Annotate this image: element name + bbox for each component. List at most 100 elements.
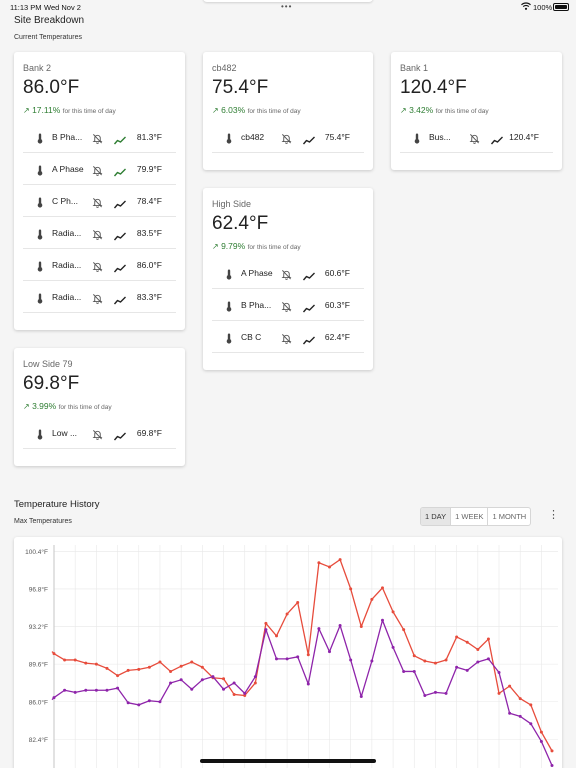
trend-chart-icon[interactable] [302,332,315,350]
data-point [275,657,279,661]
location-card-bank-2[interactable]: Bank 2 86.0°F ↗ 17.11% for this time of … [14,52,185,330]
kebab-menu-icon[interactable]: ⋮ [548,509,559,521]
alert-muted-icon[interactable] [469,131,480,149]
sensor-name: C Ph... [52,196,78,206]
sensor-name: Bus... [429,132,451,142]
data-point [412,654,416,658]
range-1-day-button[interactable]: 1 DAY [421,508,452,525]
data-point [455,635,459,639]
y-tick-label: 82.4°F [29,736,48,744]
alert-muted-icon[interactable] [92,259,103,277]
alert-muted-icon[interactable] [92,163,103,181]
trend-chart-icon[interactable] [302,268,315,286]
y-tick-label: 100.4°F [25,548,48,556]
data-point [444,658,448,662]
data-point [518,714,522,718]
sensor-row[interactable]: cb482 75.4°F [212,121,364,153]
trend-arrow-icon: ↗ [400,106,407,115]
thermometer-icon [37,291,43,309]
data-point [179,664,183,668]
sensor-list: A Phase 60.6°F B Pha... 60.3°F CB C 62.4°F [212,257,364,353]
trend-arrow-icon: ↗ [23,106,30,115]
trend-chart-icon[interactable] [113,428,126,446]
sensor-row[interactable]: Radia... 83.5°F [23,217,176,249]
data-point [391,610,395,614]
sensor-name: Radia... [52,292,82,302]
trend-percent: 17.11% [32,105,61,115]
card-temperature: 75.4°F [212,77,269,98]
temperature-history-title: Temperature History [14,499,100,510]
wifi-icon [521,2,531,12]
data-point [169,669,173,673]
trend-chart-icon[interactable] [113,260,126,278]
sensor-row[interactable]: B Pha... 81.3°F [23,121,176,153]
data-point [317,561,321,565]
data-point [285,612,289,616]
alert-muted-icon[interactable] [281,131,292,149]
alert-muted-icon[interactable] [92,427,103,445]
trend-chart-icon[interactable] [302,300,315,318]
data-point [486,637,490,641]
sensor-row[interactable]: Radia... 86.0°F [23,249,176,281]
range-1-week-button[interactable]: 1 WEEK [451,508,489,525]
data-point [63,658,67,662]
sensor-row[interactable]: Low ... 69.8°F [23,417,176,449]
data-point [412,669,416,673]
sensor-value: 69.8°F [136,428,162,438]
location-card-bank-1[interactable]: Bank 1 120.4°F ↗ 3.42% for this time of … [391,52,562,170]
sensor-row[interactable]: B Pha... 60.3°F [212,289,364,321]
thermometer-icon [37,259,43,277]
data-point [370,659,374,663]
data-point [444,691,448,695]
alert-muted-icon[interactable] [281,267,292,285]
trend-chart-icon[interactable] [302,132,315,150]
alert-muted-icon[interactable] [281,331,292,349]
trend-chart-icon[interactable] [113,292,126,310]
sensor-row[interactable]: A Phase 60.6°F [212,257,364,289]
data-point [126,668,130,672]
data-point [105,688,109,692]
sensor-row[interactable]: A Phase 79.9°F [23,153,176,185]
status-time: 11:13 PM [10,3,42,12]
location-card-low-side-79[interactable]: Low Side 79 69.8°F ↗ 3.99% for this time… [14,348,185,466]
sensor-name: B Pha... [52,132,83,142]
data-point [52,696,56,700]
data-point [380,586,384,590]
sensor-row[interactable]: CB C 62.4°F [212,321,364,353]
data-point [222,687,226,691]
trend-chart-icon[interactable] [490,132,503,150]
y-tick-label: 89.6°F [29,661,48,669]
data-point [232,681,236,685]
sensor-row[interactable]: Radia... 83.3°F [23,281,176,313]
alert-muted-icon[interactable] [92,291,103,309]
current-temperatures-heading: Current Temperatures [14,34,82,41]
trend-chart-icon[interactable] [113,132,126,150]
trend-percent: 9.79% [221,241,246,251]
sensor-row[interactable]: C Ph... 78.4°F [23,185,176,217]
alert-muted-icon[interactable] [92,195,103,213]
multitasking-dots[interactable]: ••• [281,2,293,11]
sensor-value: 83.3°F [136,292,162,302]
home-indicator[interactable] [200,759,376,763]
data-point [455,665,459,669]
range-1-month-button[interactable]: 1 MONTH [492,512,527,521]
temperature-history-chart: 100.4°F 96.8°F 93.2°F 89.6°F 86.0°F 82.4°F [14,537,562,768]
trend-chart-icon[interactable] [113,196,126,214]
data-point [539,730,543,734]
data-point [327,565,331,569]
sensor-value: 83.5°F [136,228,162,238]
location-card-high-side[interactable]: High Side 62.4°F ↗ 9.79% for this time o… [203,188,373,370]
data-point [529,703,533,707]
data-point [550,764,554,768]
trend-arrow-icon: ↗ [212,106,219,115]
sensor-row[interactable]: Bus... 120.4°F [400,121,553,153]
alert-muted-icon[interactable] [281,299,292,317]
trend-chart-icon[interactable] [113,164,126,182]
trend-note: for this time of day [62,108,116,115]
location-card-cb482[interactable]: cb482 75.4°F ↗ 6.03% for this time of da… [203,52,373,170]
data-point [137,667,141,671]
alert-muted-icon[interactable] [92,227,103,245]
trend-chart-icon[interactable] [113,228,126,246]
alert-muted-icon[interactable] [92,131,103,149]
y-tick-label: 93.2°F [29,623,48,631]
